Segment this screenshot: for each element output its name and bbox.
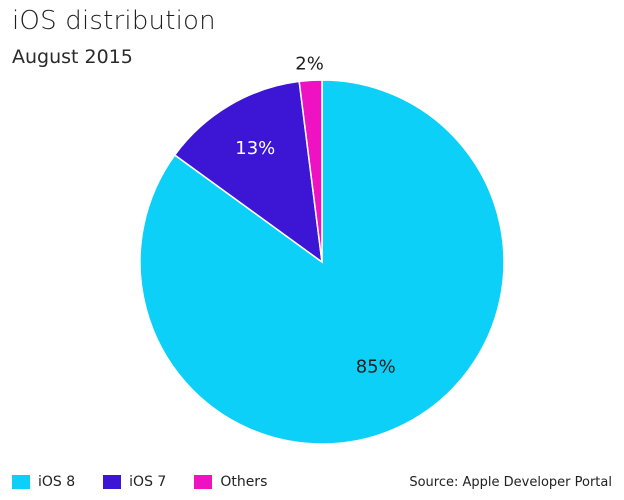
chart-legend: iOS 8 iOS 7 Others [12, 474, 267, 490]
legend-swatch-ios8 [12, 475, 30, 489]
legend-swatch-ios7 [103, 475, 122, 489]
legend-label-others: Others [220, 474, 268, 490]
pie-label-others: 2% [295, 53, 324, 74]
legend-item-ios8: iOS 8 [12, 474, 75, 490]
pie-label-ios-8: 85% [356, 356, 396, 377]
chart-title: iOS distribution [12, 6, 216, 36]
pie-slice-others [298, 79, 323, 263]
legend-label-ios8: iOS 8 [38, 474, 76, 490]
pie-label-ios-7: 13% [235, 138, 275, 159]
legend-label-ios7: iOS 7 [129, 474, 167, 490]
chart-subtitle: August 2015 [12, 46, 133, 68]
legend-item-others: Others [194, 474, 267, 490]
legend-item-ios7: iOS 7 [103, 474, 166, 490]
legend-swatch-others [194, 475, 213, 489]
pie-slice-ios-7 [173, 80, 323, 264]
source-note: Source: Apple Developer Portal [409, 475, 612, 490]
